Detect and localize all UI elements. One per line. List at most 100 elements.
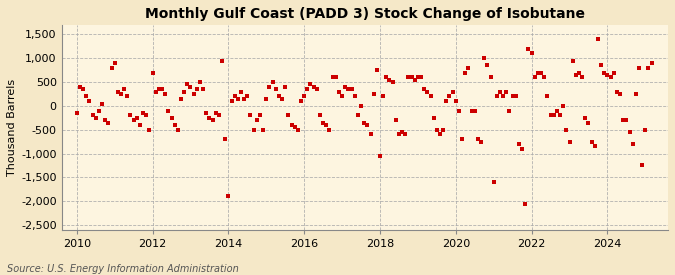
Point [621,118,632,122]
Point [542,94,553,98]
Point [163,108,173,113]
Point [138,111,148,115]
Point [251,118,262,122]
Point [608,70,619,75]
Point [185,85,196,89]
Point [523,46,534,51]
Point [412,75,423,79]
Point [147,70,158,75]
Point [630,92,641,96]
Point [580,116,591,120]
Point [305,82,316,87]
Point [242,94,252,98]
Point [157,87,167,91]
Point [151,89,161,94]
Point [472,137,483,141]
Point [132,116,142,120]
Text: Source: U.S. Energy Information Administration: Source: U.S. Energy Information Administ… [7,264,238,274]
Point [510,94,521,98]
Point [476,139,487,144]
Point [371,68,382,72]
Point [596,63,607,68]
Point [308,85,319,89]
Point [176,97,186,101]
Point [365,132,376,137]
Point [144,128,155,132]
Point [409,78,420,82]
Point [194,80,205,84]
Point [280,85,291,89]
Point [128,118,139,122]
Point [72,111,82,115]
Point [340,85,350,89]
Point [169,123,180,127]
Point [290,125,300,130]
Point [343,87,354,91]
Point [504,108,515,113]
Point [576,75,587,79]
Point [330,75,341,79]
Point [182,82,192,87]
Point [469,108,480,113]
Point [646,61,657,65]
Point [497,94,508,98]
Point [539,75,549,79]
Point [292,128,303,132]
Point [463,65,474,70]
Point [551,108,562,113]
Point [488,180,499,184]
Point [346,87,357,91]
Point [615,92,626,96]
Point [501,89,512,94]
Point [359,120,370,125]
Point [245,113,256,118]
Point [425,94,436,98]
Point [188,92,199,96]
Point [93,108,104,113]
Point [264,85,275,89]
Point [100,118,111,122]
Point [267,80,278,84]
Point [485,75,496,79]
Point [286,123,297,127]
Point [612,89,622,94]
Point [397,130,408,134]
Point [213,113,224,118]
Point [435,132,446,137]
Point [258,128,269,132]
Point [438,128,449,132]
Point [78,87,88,91]
Point [166,116,177,120]
Y-axis label: Thousand Barrels: Thousand Barrels [7,79,17,176]
Point [84,99,95,103]
Point [381,75,392,79]
Point [119,87,130,91]
Point [545,113,556,118]
Point [273,94,284,98]
Point [507,94,518,98]
Point [230,94,240,98]
Point [125,113,136,118]
Point [394,132,404,137]
Point [574,70,585,75]
Point [204,116,215,120]
Point [378,94,389,98]
Point [624,130,635,134]
Point [109,61,120,65]
Point [81,94,92,98]
Point [97,101,107,106]
Point [220,137,231,141]
Point [217,58,227,63]
Point [517,147,528,151]
Point [302,87,313,91]
Point [536,70,547,75]
Point [87,113,98,118]
Point [450,99,461,103]
Point [113,89,124,94]
Point [296,99,306,103]
Point [643,65,654,70]
Point [122,94,133,98]
Point [207,118,218,122]
Point [431,128,442,132]
Point [141,113,152,118]
